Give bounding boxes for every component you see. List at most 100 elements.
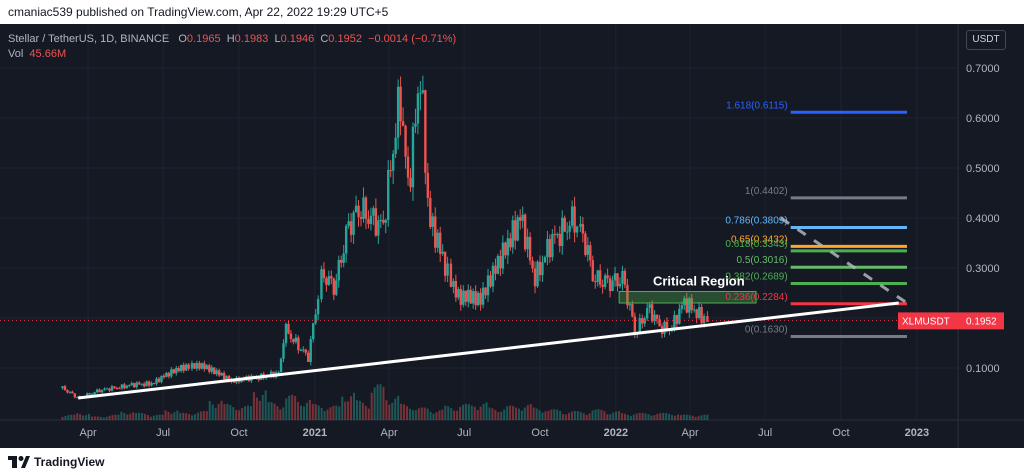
candle-body	[608, 278, 612, 292]
volume-bar	[367, 408, 370, 420]
symbol-title[interactable]: Stellar / TetherUS, 1D, BINANCE	[8, 33, 170, 45]
candle-body	[601, 284, 604, 287]
volume-bar	[444, 405, 447, 420]
volume-bar	[217, 403, 220, 420]
volume-bar	[373, 387, 376, 420]
candle-body	[384, 219, 387, 223]
volume-bar	[140, 413, 143, 420]
volume-bar	[562, 413, 565, 420]
candle-body	[195, 362, 199, 369]
volume-bar	[576, 411, 579, 420]
candle-body	[193, 363, 196, 369]
candle-body	[416, 93, 420, 124]
volume-bar	[332, 405, 335, 420]
volume-bar	[600, 409, 603, 420]
volume-bar	[249, 406, 252, 420]
volume-bar	[641, 412, 644, 420]
candle-body	[364, 197, 368, 219]
critical-region-box	[618, 291, 757, 304]
open-value: 0.1965	[186, 33, 221, 45]
volume-bar	[429, 411, 432, 420]
volume-bar	[453, 410, 456, 420]
candle-body	[621, 270, 624, 284]
volume-bar	[126, 414, 129, 420]
candle-body	[135, 382, 138, 388]
volume-bar	[420, 407, 423, 420]
candle-body	[170, 369, 173, 377]
volume-bar	[135, 413, 138, 420]
candle-body	[528, 236, 532, 261]
volume-bar	[591, 410, 594, 420]
volume-bar	[494, 409, 497, 420]
volume-bar	[682, 414, 685, 420]
currency-button[interactable]: USDT	[966, 30, 1006, 50]
candle-body	[162, 375, 166, 378]
candle-body	[441, 251, 444, 254]
candle-body	[130, 383, 133, 386]
volume-bar	[347, 401, 350, 420]
volume-bar	[193, 414, 196, 420]
candle-body	[86, 393, 89, 397]
candle-body	[210, 367, 213, 372]
volume-bar	[414, 410, 417, 420]
volume-bar	[320, 408, 323, 420]
volume-bar	[308, 399, 311, 420]
volume-bar	[205, 411, 208, 420]
volume-bar	[105, 416, 108, 420]
volume-bar	[305, 402, 308, 420]
volume-bar	[479, 406, 482, 420]
candle-body	[150, 383, 153, 386]
volume-bar	[497, 412, 500, 420]
volume-bar	[623, 413, 626, 420]
volume-bar	[691, 415, 694, 420]
candle-body	[389, 170, 392, 172]
volume-bar	[370, 392, 373, 420]
candle-body	[543, 257, 547, 263]
candle-body	[157, 378, 161, 383]
volume-bar	[226, 403, 229, 420]
candle-body	[616, 273, 619, 287]
candle-body	[335, 280, 338, 295]
candle-body	[546, 239, 549, 258]
candle-body	[641, 318, 644, 324]
volume-bar	[208, 401, 211, 420]
candle-body	[471, 291, 475, 304]
candle-body	[570, 206, 574, 226]
candle-body	[289, 333, 293, 339]
candle-body	[304, 349, 307, 353]
candle-body	[598, 270, 602, 285]
volume-bar	[93, 416, 96, 420]
candle-body	[501, 242, 505, 269]
volume-bar	[79, 414, 82, 420]
volume-bar	[229, 404, 232, 420]
tradingview-logo[interactable]: TradingView	[8, 454, 104, 470]
candle-body	[98, 389, 101, 393]
candle-body	[533, 268, 537, 287]
x-tick-label: Oct	[531, 427, 548, 439]
candle-body	[426, 172, 430, 198]
volume-bar	[697, 416, 700, 420]
candle-body	[352, 212, 355, 235]
volume-bar	[417, 408, 420, 420]
candle-body	[484, 287, 487, 296]
candle-body	[586, 245, 590, 255]
candle-body	[133, 383, 136, 388]
volume-bar	[152, 415, 155, 420]
volume-bar	[671, 415, 674, 420]
volume-bar	[411, 410, 414, 420]
candle-body	[71, 391, 74, 394]
price-chart[interactable]: 1.618(0.6115) 1(0.4402) 0.786(0.3809) 0.65(…	[0, 24, 1024, 448]
volume-bar	[567, 412, 570, 420]
candle-body	[269, 371, 273, 377]
volume-bar	[553, 409, 556, 420]
volume-bar	[435, 412, 438, 420]
candle-body	[449, 263, 453, 287]
volume-bar	[270, 402, 273, 420]
volume-bar	[570, 411, 573, 420]
candle-body	[618, 283, 622, 287]
volume-bar	[314, 404, 317, 420]
chart-area[interactable]: 1.618(0.6115) 1(0.4402) 0.786(0.3809) 0.65(…	[0, 24, 1024, 448]
volume-bar	[202, 411, 205, 420]
candle-body	[349, 221, 353, 235]
volume-bar	[385, 400, 388, 420]
